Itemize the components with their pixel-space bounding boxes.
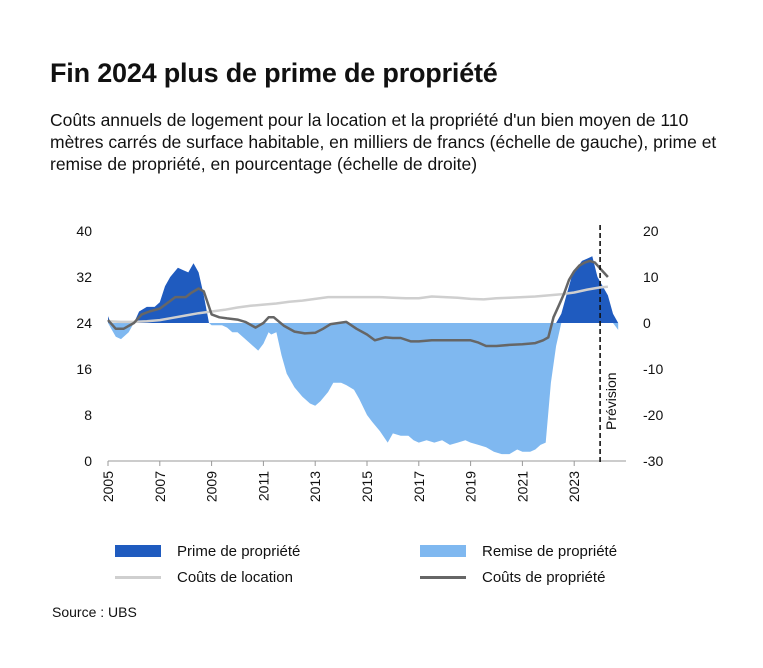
y-left-tick-label: 0 <box>84 453 92 469</box>
x-tick-label: 2013 <box>307 471 323 502</box>
y-left-tick-label: 40 <box>76 223 92 239</box>
x-tick-label: 2007 <box>152 471 168 502</box>
y-right-tick-label: -10 <box>643 361 663 377</box>
legend-label-premium: Prime de propriété <box>177 542 301 560</box>
y-left-tick-label: 8 <box>84 407 92 423</box>
legend: Prime de propriété Remise de propriété C… <box>0 540 763 600</box>
y-left-tick-label: 32 <box>76 269 92 285</box>
legend-item-ownership: Coûts de propriété <box>420 566 605 588</box>
y-left-tick-label: 16 <box>76 361 92 377</box>
legend-swatch-discount <box>420 545 466 557</box>
legend-swatch-premium <box>115 545 161 557</box>
legend-label-rent: Coûts de location <box>177 568 293 586</box>
legend-item-premium: Prime de propriété <box>115 540 300 562</box>
rent-cost-line <box>107 285 608 324</box>
x-tick-label: 2011 <box>255 471 271 501</box>
y-right-tick-label: 0 <box>643 315 651 331</box>
forecast-label: Prévision <box>603 372 619 430</box>
y-right-tick-label: 10 <box>643 269 659 285</box>
legend-swatch-rent <box>115 575 161 579</box>
ownership-cost-line <box>107 259 609 348</box>
legend-label-discount: Remise de propriété <box>482 542 618 560</box>
y-right-tick-label: 20 <box>643 223 659 239</box>
x-tick-label: 2015 <box>359 471 375 502</box>
legend-item-discount: Remise de propriété <box>420 540 617 562</box>
x-tick-label: 2021 <box>514 471 530 502</box>
chart-area: Prévision 0 8 16 24 32 40 -30 -20 -10 0 10 20 2005 200… <box>76 223 663 502</box>
chart-title: Fin 2024 plus de prime de propriété <box>50 58 498 88</box>
y-right-tick-label: -30 <box>643 453 663 469</box>
x-tick-label: 2009 <box>204 471 220 502</box>
legend-swatch-ownership <box>420 575 466 579</box>
source-note: Source : UBS <box>52 604 137 620</box>
x-tick-label: 2005 <box>100 471 116 502</box>
x-tick-label: 2023 <box>566 471 582 502</box>
chart-subtitle: Coûts annuels de logement pour la locati… <box>50 110 717 174</box>
premium-area <box>108 256 619 323</box>
legend-item-rent: Coûts de location <box>115 566 293 588</box>
y-right-tick-label: -20 <box>643 407 663 423</box>
x-tick-label: 2017 <box>411 471 427 502</box>
x-tick-label: 2019 <box>463 471 479 502</box>
y-left-tick-label: 24 <box>76 315 92 331</box>
discount-area <box>108 323 619 455</box>
legend-label-ownership: Coûts de propriété <box>482 568 606 586</box>
